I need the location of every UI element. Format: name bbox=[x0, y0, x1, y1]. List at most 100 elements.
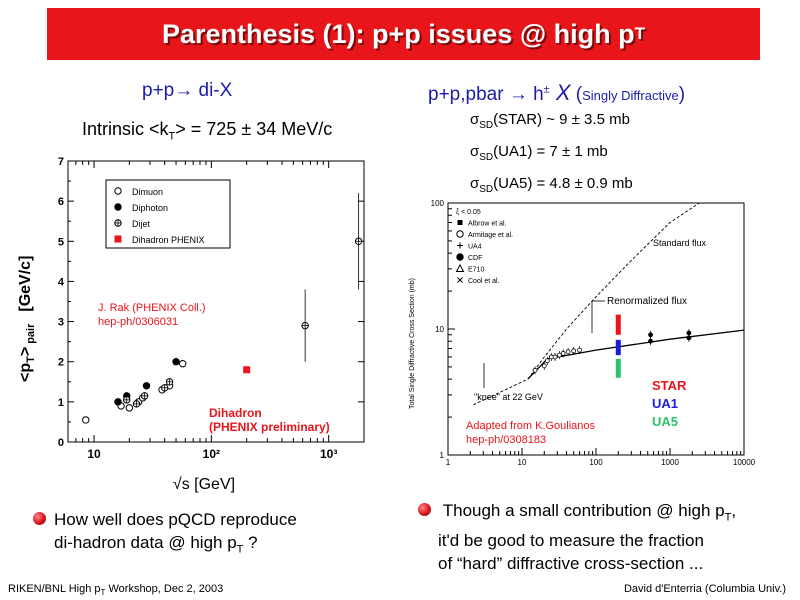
left-point bbox=[301, 321, 309, 330]
left-y-tick-label: 6 bbox=[58, 196, 64, 208]
legend-ua5: UA5 bbox=[652, 414, 678, 429]
left-ref-line2: hep-ph/0306031 bbox=[98, 316, 178, 328]
intrinsic-kt-value: > = 725 ± 34 MeV/c bbox=[175, 119, 333, 139]
footer-right: David d'Enterria (Columbia Univ.) bbox=[623, 583, 786, 595]
right-point bbox=[577, 347, 582, 353]
left-bullet-end: ? bbox=[243, 533, 258, 552]
right-chart-curves bbox=[473, 202, 745, 406]
left-point bbox=[243, 366, 251, 374]
left-heading: p+p→ di-X bbox=[142, 80, 233, 101]
right-x-tick-label: 1000 bbox=[661, 458, 679, 467]
left-point-shape bbox=[179, 360, 187, 368]
right-point bbox=[686, 330, 692, 336]
left-point bbox=[142, 382, 151, 390]
right-heading-close: ) bbox=[678, 84, 686, 105]
intrinsic-kt-pre: Intrinsic <k bbox=[82, 119, 169, 139]
right-y-tick-label: 10 bbox=[435, 325, 444, 334]
right-bullet-line2: it'd be good to measure the fraction bbox=[438, 531, 704, 551]
sigma-ua5-text: (UA5) = 4.8 ± 0.9 mb bbox=[493, 175, 633, 192]
left-point-shape bbox=[114, 398, 122, 406]
right-point bbox=[648, 332, 653, 338]
left-legend-marker bbox=[114, 219, 122, 227]
sigma-star-sub: SD bbox=[479, 120, 494, 131]
left-ylabel-text: <pT> pair [GeV/c] bbox=[17, 256, 37, 382]
right-legend-marker-shape bbox=[457, 220, 463, 225]
right-legend-marker-shape bbox=[455, 263, 465, 272]
left-ylabel: <pT> pair [GeV/c] bbox=[17, 256, 37, 382]
right-heading: p+p,pbar → h± X (Singly Diffractive) bbox=[428, 80, 685, 106]
left-chart: 0 1 2 3 4 5 6 7 10 10² 10³ Dimuon Diphoton Dijet Dih… bbox=[17, 156, 365, 493]
left-y-tick-label: 4 bbox=[58, 276, 65, 288]
left-point-shape bbox=[243, 366, 251, 374]
left-bullet-sub: T bbox=[236, 543, 244, 556]
right-chart-highlight bbox=[615, 314, 621, 378]
left-bullet-line2-wrap: di-hadron data @ high pT ? bbox=[54, 531, 297, 561]
sigma-ua1-sub: SD bbox=[479, 152, 494, 163]
right-legend-marker-shape bbox=[456, 253, 464, 261]
left-point-shape bbox=[142, 382, 151, 390]
sigma-ua1-text: (UA1) = 7 ± 1 mb bbox=[493, 143, 608, 160]
slide-title-sub: T bbox=[634, 24, 646, 43]
sigma-ua1-symbol: σ bbox=[470, 143, 480, 160]
intrinsic-kt-sub: T bbox=[168, 130, 176, 143]
left-ref-line1: J. Rak (PHENIX Coll.) bbox=[98, 302, 206, 314]
left-point bbox=[114, 398, 122, 406]
right-heading-open: ( bbox=[570, 84, 583, 105]
sigma-ua5-sub: SD bbox=[479, 184, 494, 195]
slide-title-text: Parenthesis (1): p+p issues @ high p bbox=[161, 18, 635, 49]
right-chart-x-ticks: 1 10 100 1000 10000 bbox=[446, 448, 756, 467]
right-y-tick-label: 100 bbox=[431, 199, 445, 208]
right-heading-x: X bbox=[549, 80, 571, 105]
left-bullet-line2: di-hadron data @ high p bbox=[54, 533, 237, 552]
right-legend-label: ξ < 0.05 bbox=[456, 209, 481, 216]
low-energy-curve bbox=[473, 378, 529, 406]
sigma-star-text: (STAR) ~ 9 ± 3.5 mb bbox=[493, 111, 630, 128]
right-ylabel-text: Total Single Diffractive Cross Section (… bbox=[409, 278, 416, 409]
left-legend-marker bbox=[114, 235, 122, 243]
right-chart-y-ticks: 1 10 100 bbox=[431, 199, 455, 460]
left-y-tick-label: 3 bbox=[58, 317, 64, 329]
left-y-tick-label: 5 bbox=[58, 236, 64, 248]
sigma-list: σSD(STAR) ~ 9 ± 3.5 mb σSD(UA1) = 7 ± 1 … bbox=[470, 107, 633, 203]
right-point bbox=[544, 358, 550, 364]
right-legend-marker-b bbox=[457, 277, 463, 283]
left-point bbox=[179, 360, 187, 368]
left-point bbox=[82, 416, 90, 424]
right-legend-label: E710 bbox=[468, 267, 484, 274]
sigma-ua5: σSD(UA5) = 4.8 ± 0.9 mb bbox=[470, 171, 633, 203]
right-legend-marker bbox=[455, 263, 465, 272]
footer-left-sub: T bbox=[100, 588, 106, 598]
left-x-tick-label: 10 bbox=[87, 447, 101, 461]
highlight-bar bbox=[615, 314, 621, 335]
right-point bbox=[565, 349, 571, 355]
left-point bbox=[125, 404, 134, 412]
left-legend-marker-shape bbox=[114, 187, 122, 195]
right-point bbox=[541, 363, 547, 369]
right-legend-marker bbox=[456, 253, 464, 261]
right-legend-label: Albrow et al. bbox=[468, 221, 507, 228]
right-bullet: Though a small contribution @ high pT, i… bbox=[438, 499, 736, 575]
left-point bbox=[354, 237, 363, 245]
left-y-tick-label: 1 bbox=[58, 397, 64, 409]
left-legend-marker bbox=[114, 203, 122, 211]
footer-left-pre: RIKEN/BNL High p bbox=[8, 583, 101, 595]
right-bullet-end: , bbox=[731, 501, 737, 520]
right-legend-marker-shape bbox=[456, 230, 464, 238]
intrinsic-kt: Intrinsic <kT> = 725 ± 34 MeV/c bbox=[82, 119, 332, 143]
right-legend-marker bbox=[457, 277, 463, 283]
standard-flux-curve bbox=[527, 202, 700, 380]
left-legend-box bbox=[105, 179, 231, 249]
left-xlabel: √s [GeV] bbox=[173, 476, 235, 493]
left-point bbox=[165, 378, 174, 386]
right-point bbox=[532, 367, 538, 373]
right-heading-small: Singly Diffractive bbox=[582, 88, 679, 103]
right-legend-label: CDF bbox=[468, 255, 482, 262]
left-legend-entries: Dimuon Diphoton Dijet Dihadron PHENIX bbox=[114, 187, 205, 245]
right-heading-pre: p+p,pbar → h bbox=[428, 84, 544, 105]
right-curve-label-standard: Standard flux bbox=[653, 238, 707, 248]
left-bullet-icon bbox=[33, 512, 46, 525]
right-point bbox=[556, 352, 562, 358]
right-bullet-icon bbox=[418, 503, 431, 516]
right-legend-label: Cool et al. bbox=[468, 278, 500, 285]
